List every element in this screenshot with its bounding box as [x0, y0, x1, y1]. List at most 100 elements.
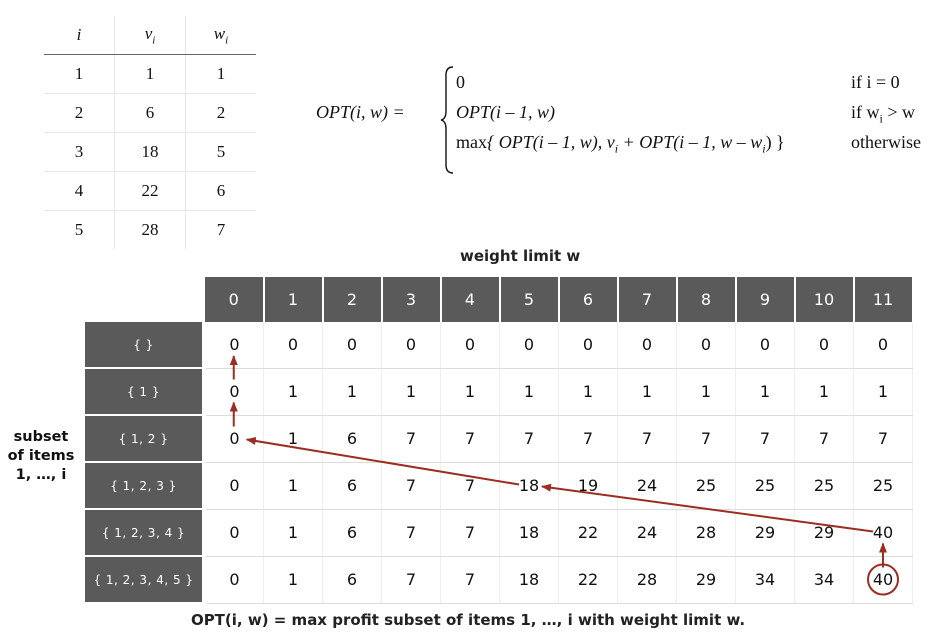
dp-cell: 0 — [204, 556, 264, 604]
dp-cell: 34 — [735, 556, 795, 604]
dp-cell: 0 — [204, 462, 264, 510]
formula-lhs: OPT(i, w) = — [316, 102, 405, 122]
dp-column-header: 6 — [558, 277, 619, 322]
dp-cell: 7 — [381, 415, 441, 463]
dp-cell: 7 — [381, 462, 441, 510]
formula-case-3: max{ OPT(i – 1, w), vi + OPT(i – 1, w – … — [456, 132, 785, 156]
formula-case-2: OPT(i – 1, w) — [456, 102, 555, 122]
items-cell: 1 — [185, 54, 256, 94]
dp-cell: 1 — [263, 556, 323, 604]
dp-cell: 0 — [263, 322, 323, 369]
dp-row-label: { } — [85, 322, 206, 369]
dp-cell: 0 — [499, 322, 559, 369]
caption: OPT(i, w) = max profit subset of items 1… — [190, 611, 746, 629]
items-cell: 18 — [114, 132, 186, 172]
dp-cell: 0 — [204, 368, 264, 416]
dp-cell: 0 — [558, 322, 618, 369]
dp-cell: 25 — [853, 462, 913, 510]
dp-column-header: 11 — [853, 277, 914, 322]
dp-cell: 7 — [440, 509, 500, 557]
dp-column-header: 7 — [617, 277, 678, 322]
dp-cell: 7 — [617, 415, 677, 463]
dp-column-header: 2 — [322, 277, 383, 322]
items-cell: 4 — [44, 171, 115, 211]
items-header-row: i vi wi — [44, 16, 256, 55]
dp-cell: 0 — [440, 322, 500, 369]
items-cell: 5 — [185, 132, 256, 172]
formula-cond-2: if wi > w — [851, 102, 915, 126]
dp-cell: 28 — [617, 556, 677, 604]
dp-cell: 6 — [322, 556, 382, 604]
items-cell: 2 — [44, 93, 115, 133]
dp-cell: 1 — [381, 368, 441, 416]
items-cell: 1 — [114, 54, 186, 94]
dp-cell: 28 — [676, 509, 736, 557]
dp-row: { 1, 2, 3 } 0 1 6 7 7 18 19 24 25 25 25 25 — [85, 462, 913, 510]
dp-cell: 7 — [558, 415, 618, 463]
dp-table: 0 1 2 3 4 5 6 7 8 9 10 11 { } 0 0 0 0 0 0 0 0 0 0 0 0{ 1 } 0 1 1 1 1… — [85, 277, 914, 604]
dp-cell: 22 — [558, 509, 618, 557]
dp-row: { 1, 2, 3, 4 } 0 1 6 7 7 18 22 24 28 29 29 40 — [85, 509, 913, 557]
dp-corner — [85, 277, 205, 322]
dp-cell: 7 — [794, 415, 854, 463]
dp-cell: 24 — [617, 462, 677, 510]
items-cell: 22 — [114, 171, 186, 211]
dp-cell: 1 — [735, 368, 795, 416]
dp-cell: 7 — [735, 415, 795, 463]
dp-cell: 19 — [558, 462, 618, 510]
dp-cell: 0 — [617, 322, 677, 369]
items-table: i vi wi 1 1 1 2 6 2 3 18 5 4 22 6 5 28 7 — [44, 16, 256, 249]
dp-column-header: 8 — [676, 277, 737, 322]
dp-cell: 6 — [322, 415, 382, 463]
dp-cell: 6 — [322, 462, 382, 510]
items-cell: 6 — [185, 171, 256, 211]
dp-cell: 1 — [322, 368, 382, 416]
dp-cell: 0 — [204, 322, 264, 369]
dp-column-header: 10 — [794, 277, 855, 322]
dp-row: { 1, 2 } 0 1 6 7 7 7 7 7 7 7 7 7 — [85, 415, 913, 463]
dp-cell: 34 — [794, 556, 854, 604]
items-cell: 5 — [44, 210, 115, 249]
dp-cell: 1 — [263, 415, 323, 463]
dp-cell: 25 — [735, 462, 795, 510]
formula-brace — [440, 66, 454, 174]
dp-cell: 40 — [853, 509, 913, 557]
items-cell: 1 — [44, 54, 115, 94]
dp-column-header: 0 — [204, 277, 265, 322]
items-row: 5 28 7 — [44, 210, 256, 249]
dp-cell: 7 — [381, 509, 441, 557]
dp-cell: 7 — [440, 415, 500, 463]
items-cell: 28 — [114, 210, 186, 249]
dp-cell: 0 — [676, 322, 736, 369]
dp-cell: 1 — [676, 368, 736, 416]
dp-cell: 22 — [558, 556, 618, 604]
items-cell: 2 — [185, 93, 256, 133]
dp-cell: 7 — [853, 415, 913, 463]
dp-row: { 1, 2, 3, 4, 5 } 0 1 6 7 7 18 22 28 29 34 34 40 — [85, 556, 913, 604]
dp-cell: 1 — [263, 368, 323, 416]
dp-header-row: 0 1 2 3 4 5 6 7 8 9 10 11 — [85, 277, 914, 322]
items-header-w: wi — [185, 16, 256, 55]
dp-row: { 1 } 0 1 1 1 1 1 1 1 1 1 1 1 — [85, 368, 913, 416]
dp-row-label: { 1, 2, 3, 4, 5 } — [85, 556, 206, 604]
dp-cell: 6 — [322, 509, 382, 557]
dp-cell: 18 — [499, 509, 559, 557]
dp-cell: 0 — [381, 322, 441, 369]
dp-cell: 18 — [499, 462, 559, 510]
dp-column-header: 1 — [263, 277, 324, 322]
items-cell: 6 — [114, 93, 186, 133]
dp-cell: 1 — [617, 368, 677, 416]
dp-cell: 1 — [263, 462, 323, 510]
grid-title: weight limit w — [460, 247, 581, 265]
dp-cell: 7 — [676, 415, 736, 463]
items-row: 4 22 6 — [44, 171, 256, 211]
dp-cell: 0 — [853, 322, 913, 369]
dp-row-label: { 1, 2, 3 } — [85, 462, 206, 510]
dp-cell: 25 — [676, 462, 736, 510]
dp-cell: 24 — [617, 509, 677, 557]
dp-cell: 0 — [794, 322, 854, 369]
items-cell: 3 — [44, 132, 115, 172]
dp-cell: 0 — [322, 322, 382, 369]
formula-case-1: 0 — [456, 72, 465, 92]
dp-cell: 29 — [676, 556, 736, 604]
